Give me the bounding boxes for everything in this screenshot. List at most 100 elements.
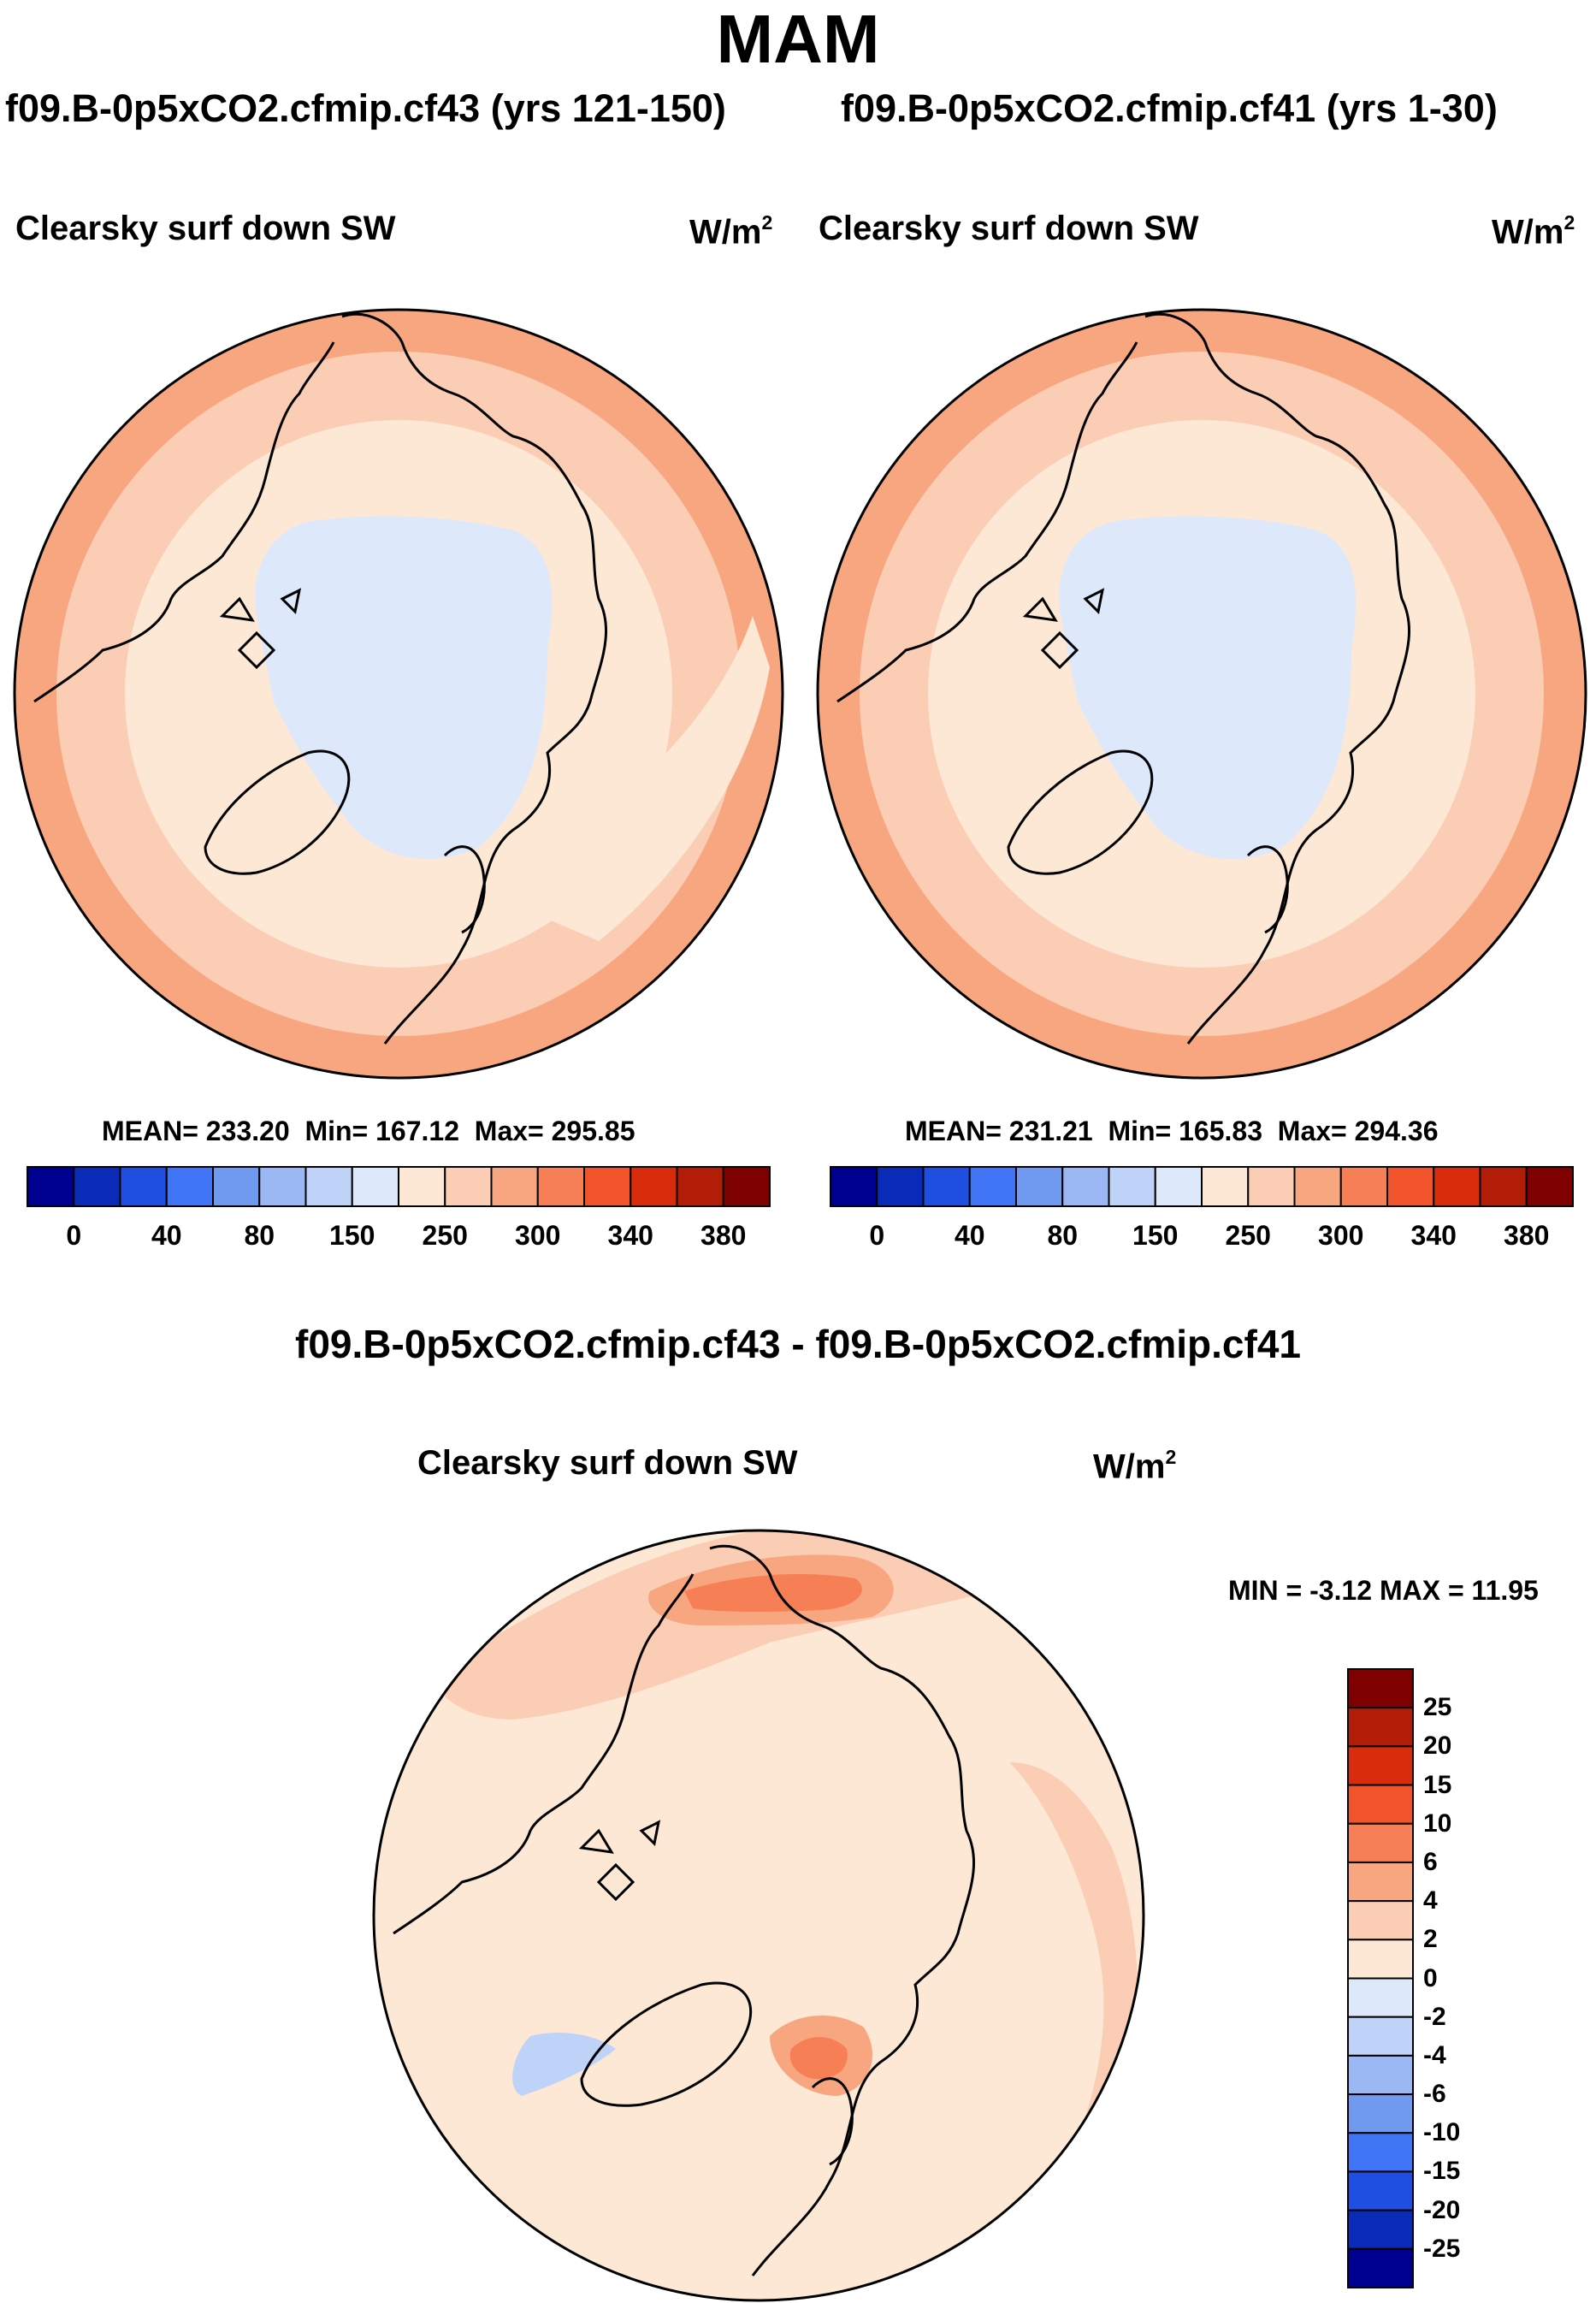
panel-right-colorbar-tick-label: 150 [1132,1220,1179,1251]
band-6-10-pacific [684,1574,862,1613]
colorbar-swatch [876,1166,925,1207]
colorbar-swatch [212,1166,261,1207]
colorbar-swatch [1347,2209,1414,2250]
colorbar-swatch [1201,1166,1250,1207]
panel-right-colorbar-tick-label: 250 [1225,1220,1271,1251]
panel-right-colorbar-tick-label: 380 [1504,1220,1550,1251]
difference-border [372,1529,1145,2302]
colorbar-swatch [583,1166,632,1207]
panel-left-colorbar-tick-label: 380 [700,1220,747,1251]
difference-colorbar-tick-label: -25 [1423,2234,1461,2263]
colorbar-swatch [1386,1166,1435,1207]
panel-right-coastlines [836,312,1411,1045]
panel-left-colorbar-tick-label: 250 [422,1220,468,1251]
colorbar-swatch [258,1166,307,1207]
panel-right-colorbar-tick-label: 300 [1318,1220,1364,1251]
colorbar-swatch [1347,2093,1414,2134]
colorbar-swatch [1347,1861,1414,1903]
panel-left-colorbar-tick-label: 300 [515,1220,561,1251]
coast-north-america [393,1573,695,1935]
min-label: Min= [304,1116,369,1146]
colorbar-swatch [968,1166,1017,1207]
difference-units: W/m2 [1093,1448,1176,1486]
colorbar-swatch [1347,1939,1414,1980]
max-value: 295.85 [551,1116,635,1146]
colorbar-swatch [1347,1822,1414,1863]
difference-coastlines [393,1544,976,2276]
figure-title: MAM [716,1,880,77]
colorbar-swatch [1525,1166,1574,1207]
coast-islands [1022,588,1105,670]
colorbar-swatch [1247,1166,1296,1207]
colorbar-swatch [1347,2132,1414,2173]
panel-right-colorbar-tick-label: 40 [954,1220,985,1251]
colorbar-swatch [1154,1166,1203,1207]
colorbar-swatch [304,1166,353,1207]
coast-islands [219,588,302,670]
difference-colorbar-tick-label: -20 [1423,2195,1461,2224]
colorbar-swatch [1347,1668,1414,1709]
difference-colorbar-tick-label: -4 [1423,2040,1446,2069]
difference-colorbar-tick-label: 20 [1423,1732,1452,1761]
coast-scandinavia [443,845,486,934]
coast-greenland [204,749,351,875]
panel-right-colorbar-labels: 0 40 80 150 250 300 340 380 [831,1222,1573,1256]
panel-left-case-title: f09.B-0p5xCO2.cfmip.cf43 (yrs 121-150) [5,86,726,130]
units-exponent: 2 [761,211,773,234]
coast-scandinavia [1246,845,1289,934]
panel-right-colorbar [830,1166,1574,1207]
colorbar-swatch [1347,1707,1414,1748]
difference-colorbar-tick-label: 0 [1423,1963,1438,1992]
panel-left-stats: MEAN= 233.20 Min= 167.12 Max= 295.85 [102,1117,635,1145]
units-base: W/m [1093,1448,1166,1486]
colorbar-swatch [1339,1166,1388,1207]
panel-left-variable-label: Clearsky surf down SW [15,210,396,247]
colorbar-swatch [1293,1166,1342,1207]
mean-label: MEAN= [905,1116,1002,1146]
panel-left-colorbar [27,1166,771,1207]
max-label: Max= [474,1116,544,1146]
difference-colorbar [1347,1668,1414,2288]
panel-left-coastlines [33,312,608,1045]
coast-eurasia [709,1544,976,2276]
coast-north-america [33,341,335,703]
colorbar-swatch [1347,2247,1414,2288]
colorbar-swatch [1347,1900,1414,1941]
min-value: 165.83 [1179,1116,1262,1146]
difference-colorbar-tick-label: 2 [1423,1925,1438,1954]
colorbar-swatch [1347,2054,1414,2096]
panel-right-border [816,308,1587,1080]
colorbar-swatch [398,1166,446,1207]
colorbar-swatch [1347,1745,1414,1786]
colorbar-swatch [630,1166,678,1207]
difference-colorbar-tick-label: -2 [1423,2002,1446,2031]
min-label: Min= [1108,1116,1172,1146]
band-150-arctic [1059,516,1357,860]
min-value: 167.12 [375,1116,459,1146]
colorbar-swatch [1347,2170,1414,2211]
band-150-arctic [255,516,553,860]
difference-colorbar-tick-label: -10 [1423,2118,1461,2147]
difference-colorbar-tick-label: 15 [1423,1770,1452,1799]
coast-islands [578,1820,661,1902]
panel-right-contours [818,310,1586,1078]
band-neg-0-2 [512,2032,616,2096]
colorbar-swatch [676,1166,724,1207]
max-label: Max= [1277,1116,1347,1146]
panel-left-colorbar-tick-label: 80 [244,1220,275,1251]
coast-greenland [580,1981,753,2107]
panel-right-case-title: f09.B-0p5xCO2.cfmip.cf41 (yrs 1-30) [841,86,1498,130]
panel-right-colorbar-tick-label: 340 [1410,1220,1457,1251]
mean-value: 233.20 [205,1116,290,1146]
coast-north-america [836,341,1138,703]
difference-contours [374,1530,1144,2300]
colorbar-swatch [722,1166,771,1207]
mean-label: MEAN= [102,1116,198,1146]
difference-title: f09.B-0p5xCO2.cfmip.cf43 - f09.B-0p5xCO2… [295,1322,1301,1366]
band-2-4-east [1009,1762,1138,2139]
panel-left-colorbar-tick-label: 150 [329,1220,375,1251]
panel-left-colorbar-tick-label: 0 [66,1220,82,1251]
